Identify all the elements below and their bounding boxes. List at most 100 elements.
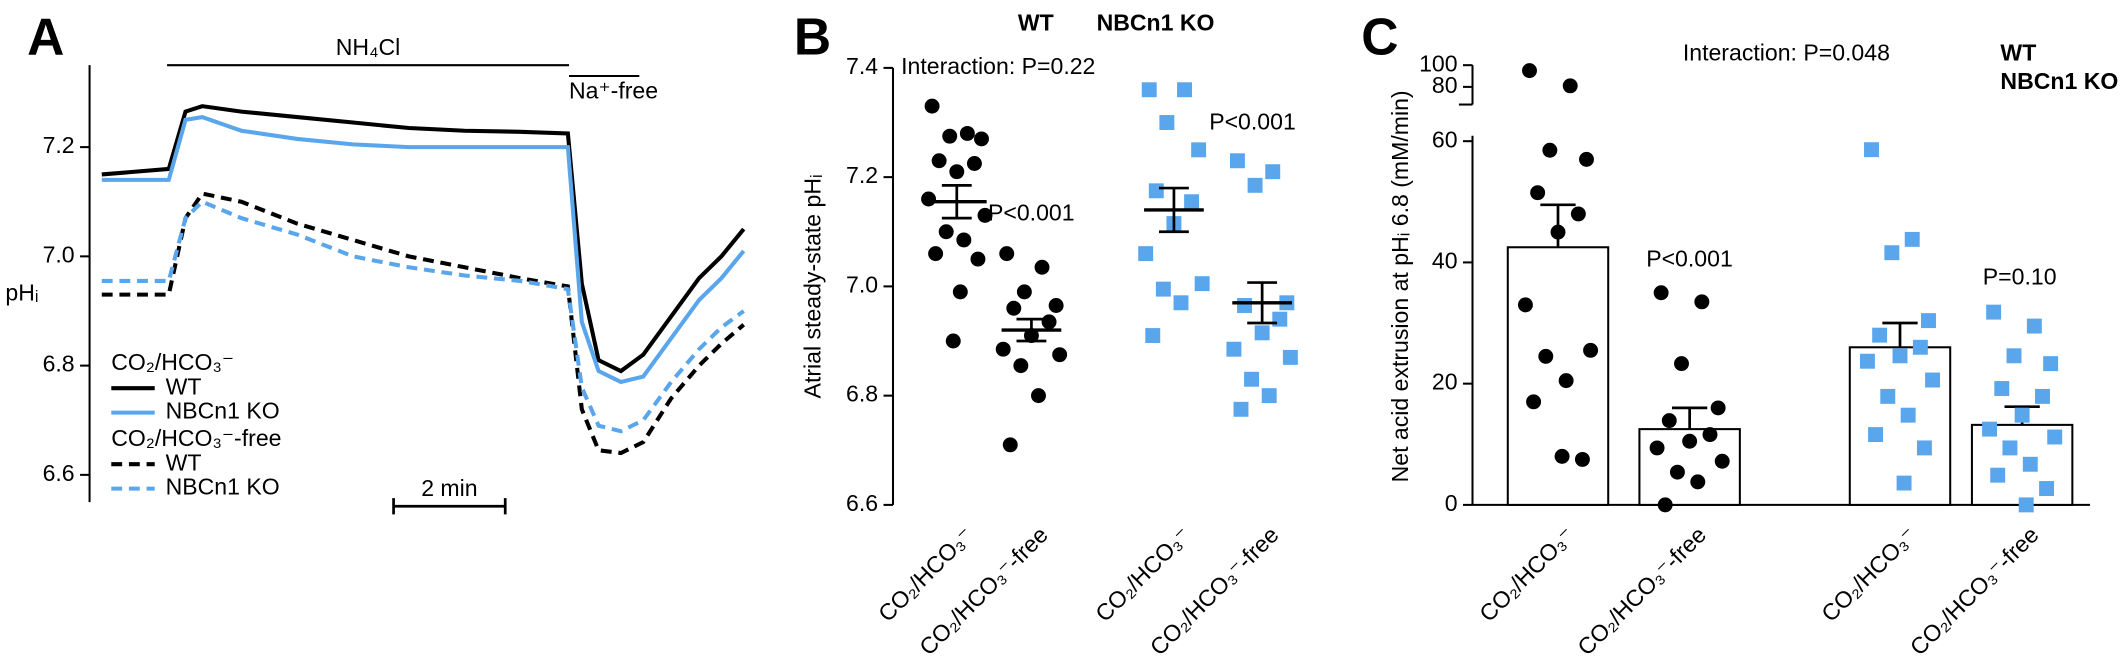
data-point	[942, 128, 958, 144]
data-point	[1702, 427, 1718, 443]
y-axis-label: Net acid extrusion at pHᵢ 6.8 (mM/min)	[1387, 90, 1413, 482]
data-point	[1872, 327, 1888, 343]
data-point	[1034, 259, 1050, 275]
data-point	[1041, 314, 1057, 330]
y-tick-label: 6.8	[846, 381, 878, 407]
data-point	[1904, 231, 1920, 247]
data-point	[1859, 353, 1875, 369]
data-point	[1649, 440, 1665, 456]
legend-label: WT	[166, 449, 202, 475]
data-point	[1880, 388, 1896, 404]
y-tick-label: 7.2	[846, 162, 878, 188]
data-point	[928, 246, 944, 262]
y-tick-label: 6.8	[43, 351, 75, 377]
data-point	[1653, 285, 1669, 301]
data-point	[1226, 341, 1242, 357]
data-point	[2018, 497, 2034, 513]
data-point	[1570, 206, 1586, 222]
data-point	[1921, 313, 1936, 329]
data-point	[1868, 427, 1884, 443]
legend-label: WT	[2000, 39, 2036, 65]
data-point	[1184, 194, 1200, 210]
data-point	[1002, 437, 1018, 453]
data-point	[1526, 394, 1542, 410]
bar	[1506, 246, 1610, 506]
line-series	[101, 199, 745, 434]
data-point	[1031, 388, 1046, 404]
data-point	[1006, 300, 1022, 316]
data-point	[1261, 388, 1277, 404]
line-series	[101, 191, 746, 456]
data-point	[1884, 245, 1900, 261]
line-series	[101, 104, 746, 374]
data-point	[1177, 82, 1192, 98]
data-point	[1669, 464, 1685, 480]
data-point	[1016, 284, 1032, 300]
data-point	[1690, 474, 1706, 490]
data-point	[1145, 328, 1161, 344]
data-point	[1194, 276, 1210, 292]
data-point	[1990, 467, 2006, 483]
annotation: P<0.001	[988, 200, 1075, 226]
y-tick-label: 100	[1419, 50, 1457, 76]
data-point	[1579, 151, 1594, 167]
data-point	[1912, 339, 1928, 355]
x-tick-label: CO₂/HCO₃⁻-free	[1905, 521, 2044, 660]
data-point	[1237, 298, 1252, 313]
data-point	[1173, 295, 1189, 311]
data-point	[1265, 164, 1281, 180]
data-point	[1674, 356, 1689, 372]
annotation: Interaction: P=0.048	[1683, 39, 1890, 65]
annotation: P<0.001	[1209, 109, 1296, 135]
data-point	[1138, 246, 1154, 262]
y-tick-label: 60	[1432, 126, 1458, 152]
data-point	[1155, 281, 1171, 297]
data-point	[1986, 304, 2002, 320]
data-point	[995, 341, 1011, 357]
x-tick-label: CO₂/HCO₃⁻	[1816, 521, 1921, 626]
data-point	[924, 98, 940, 114]
x-tick-label: CO₂/HCO₃⁻-free	[914, 521, 1053, 660]
data-point	[938, 224, 954, 240]
data-point	[1233, 401, 1249, 417]
data-point	[1682, 433, 1698, 449]
data-point	[1282, 349, 1298, 365]
data-point	[1982, 421, 1998, 437]
panel-label: A	[27, 7, 64, 65]
y-tick-label: 7.4	[846, 53, 878, 79]
data-point	[1694, 294, 1710, 310]
y-axis-label: Atrial steady-state pHᵢ	[799, 174, 825, 398]
data-point	[1583, 342, 1599, 358]
data-point	[1229, 153, 1245, 169]
data-point	[1554, 448, 1570, 464]
line-series	[101, 114, 746, 385]
data-point	[1892, 348, 1908, 364]
legend-label: NBCn1 KO	[1097, 10, 1215, 36]
data-point	[1159, 115, 1175, 130]
data-point	[945, 333, 961, 349]
data-point	[1244, 371, 1260, 387]
data-point	[966, 156, 982, 171]
y-tick-label: 0	[1445, 490, 1458, 516]
annotation: P=0.10	[1983, 263, 2057, 289]
legend-label: NBCn1 KO	[2000, 68, 2118, 94]
data-point	[1141, 82, 1157, 98]
data-point	[1710, 400, 1726, 416]
y-tick-label: 40	[1432, 248, 1458, 274]
x-tick-label: CO₂/HCO₃⁻	[1474, 521, 1579, 626]
data-point	[1542, 142, 1558, 158]
y-tick-label: 20	[1432, 369, 1458, 395]
data-point	[921, 191, 937, 207]
data-point	[1272, 311, 1288, 327]
y-tick-label: 6.6	[846, 490, 878, 516]
data-point	[2006, 348, 2022, 364]
y-tick-label: 80	[1432, 72, 1458, 98]
data-point	[2014, 407, 2030, 423]
data-point	[999, 246, 1015, 262]
data-point	[1052, 347, 1068, 363]
y-tick-label: 7.2	[43, 132, 75, 158]
data-point	[974, 131, 989, 147]
legend-label: WT	[166, 373, 202, 399]
data-point	[1916, 440, 1932, 456]
